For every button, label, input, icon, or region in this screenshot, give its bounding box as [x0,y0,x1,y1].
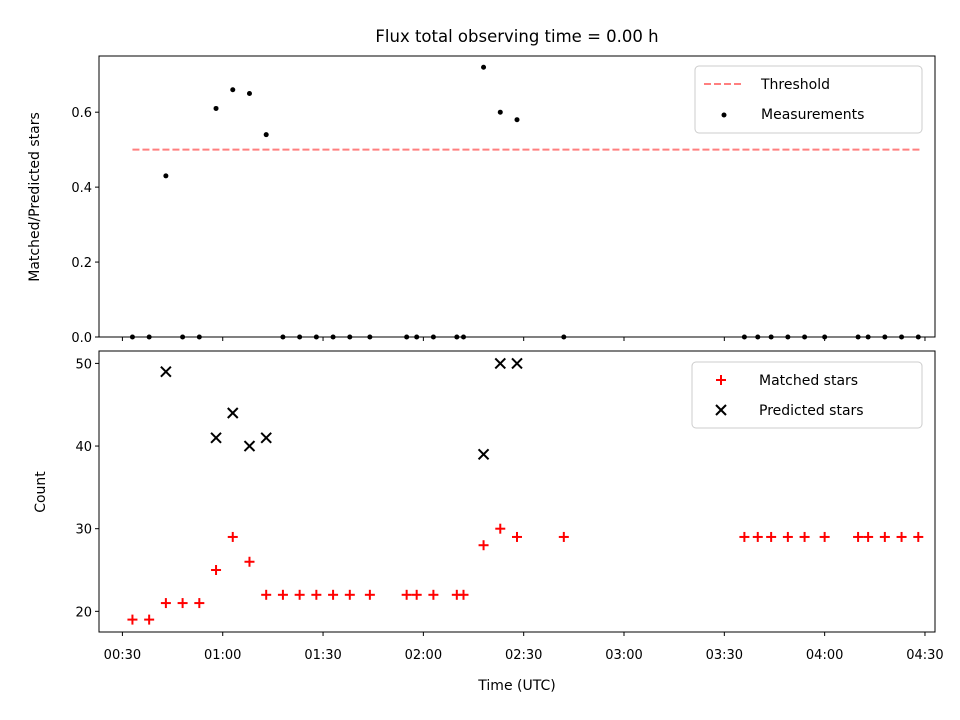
matched-star-point [495,523,506,534]
measurement-point [481,64,487,70]
matched-star-point [244,556,255,567]
bottom-axes: 20 30 40 50 00:30 01:00 01:30 02:00 02:30 03:00 03… [33,350,944,694]
matched-star-point [782,531,793,542]
predicted-star-point [511,357,523,370]
matched-star-point [160,598,171,609]
measurement-point [263,132,269,138]
y-tick-label: 0.0 [71,331,92,346]
y-tick-label: 0.2 [71,256,92,271]
x-tick-label: 04:30 [906,648,943,663]
matched-star-point [194,598,205,609]
measurement-point [514,117,520,123]
predicted-star-point [227,407,239,419]
legend-matched-label: Matched stars [759,373,858,389]
predicted-star-point [210,432,222,444]
measurement-point [230,87,236,93]
matched-star-point [896,531,907,542]
matched-star-point [879,531,890,542]
matched-star-point [512,531,522,542]
matched-star-point [913,531,924,542]
y-tick-label: 50 [75,357,92,372]
matched-star-point [819,531,830,542]
bottom-y-axis-label: Count [33,471,49,513]
matched-star-point [739,531,750,542]
matched-star-point [127,614,138,625]
x-tick-label: 04:00 [806,648,843,663]
matched-star-point [294,589,305,600]
matched-star-point [863,531,874,542]
matched-star-point [277,589,288,600]
legend-threshold-label: Threshold [760,77,830,93]
top-axes: 0.0 0.2 0.4 0.6 Matched/Predicted stars Thr… [27,55,936,346]
matched-star-point [428,589,439,600]
x-tick-label: 01:30 [304,648,341,663]
bottom-marks-layer [127,357,924,625]
matched-star-point [752,531,763,542]
y-tick-label: 0.6 [71,106,92,121]
predicted-star-point [160,365,172,378]
x-tick-label: 03:30 [706,648,743,663]
legend-measurements-label: Measurements [761,107,864,123]
matched-star-point [458,589,469,600]
top-axes-frame [98,55,936,338]
predicted-star-point [477,448,490,461]
x-tick-label: 01:00 [204,648,241,663]
y-tick-label: 30 [75,523,92,538]
legend-predicted-label: Predicted stars [759,403,864,419]
predicted-star-point [243,440,256,452]
x-tick-label: 02:30 [505,648,542,663]
x-tick-label: 02:00 [405,648,442,663]
matched-star-point [227,531,238,542]
top-legend: Threshold Measurements [694,65,923,134]
top-legend-box [694,65,923,134]
matched-star-point [853,531,864,542]
matched-star-point [211,565,222,576]
measurement-point [163,173,169,179]
legend-matched-swatch [716,375,726,385]
measurement-point [213,105,219,111]
bottom-ticks-layer: 20 30 40 50 00:30 01:00 01:30 02:00 02:30 03:00 03… [75,357,943,663]
x-axis-label: Time (UTC) [477,678,555,694]
matched-star-point [344,589,355,600]
top-chart-title: Flux total observing time = 0.00 h [375,27,658,46]
matched-star-point [177,598,188,609]
matched-star-point [411,589,422,600]
legend-measurements-swatch [721,112,727,118]
top-ticks-layer: 0.0 0.2 0.4 0.6 [71,106,926,346]
bottom-axes-frame [98,350,936,633]
measurement-point [497,109,503,115]
y-tick-label: 40 [75,440,92,455]
matched-star-point [261,589,272,600]
matched-star-point [401,589,412,600]
bottom-legend-box [691,361,923,429]
predicted-star-point [260,432,272,444]
x-tick-label: 00:30 [104,648,141,663]
matched-star-point [328,589,339,600]
matched-star-point [799,531,810,542]
top-y-axis-label: Matched/Predicted stars [27,112,43,282]
matched-star-point [144,614,155,625]
bottom-legend: Matched stars Predicted stars [691,361,923,429]
x-tick-label: 03:00 [605,648,642,663]
matched-star-point [478,540,489,551]
matched-star-point [311,589,322,600]
y-tick-label: 0.4 [71,181,92,196]
predicted-star-point [494,357,506,370]
legend-predicted-swatch [715,404,727,416]
matched-star-point [364,589,375,600]
measurement-point [246,90,252,96]
matched-star-point [766,531,777,542]
matched-star-point [558,531,569,542]
y-tick-label: 20 [75,605,92,620]
